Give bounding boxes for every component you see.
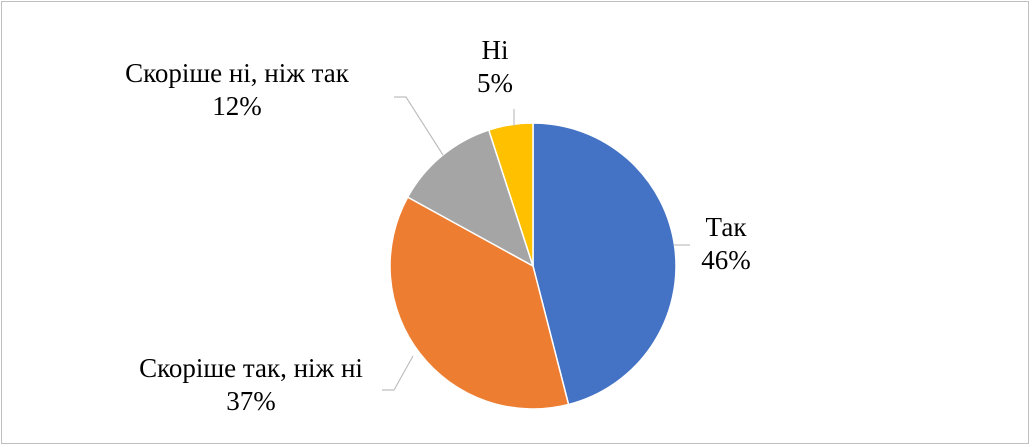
data-label-category: Скоріше ні, ніж так xyxy=(125,58,350,88)
data-label-value: 46% xyxy=(701,245,751,275)
leader-line xyxy=(382,355,414,391)
data-label: Скоріше так, ніж ні 37% xyxy=(139,353,363,416)
data-label-value: 12% xyxy=(212,91,262,121)
slice-skorishe-tak xyxy=(389,196,570,410)
slice-tak xyxy=(532,122,677,406)
data-label-value: 37% xyxy=(226,386,276,416)
data-label-value: 5% xyxy=(477,68,513,98)
data-label: Скоріше ні, ніж так 12% xyxy=(125,58,350,121)
slice-skorishe-ni xyxy=(406,129,535,268)
slice-ni xyxy=(487,122,534,267)
leader-line xyxy=(394,96,444,156)
data-label-category: Ні xyxy=(482,35,509,65)
data-label: Так 46% xyxy=(701,212,751,275)
data-label-category: Так xyxy=(706,212,748,242)
data-label: Ні 5% xyxy=(477,35,513,98)
data-label-category: Скоріше так, ніж ні xyxy=(139,353,363,383)
